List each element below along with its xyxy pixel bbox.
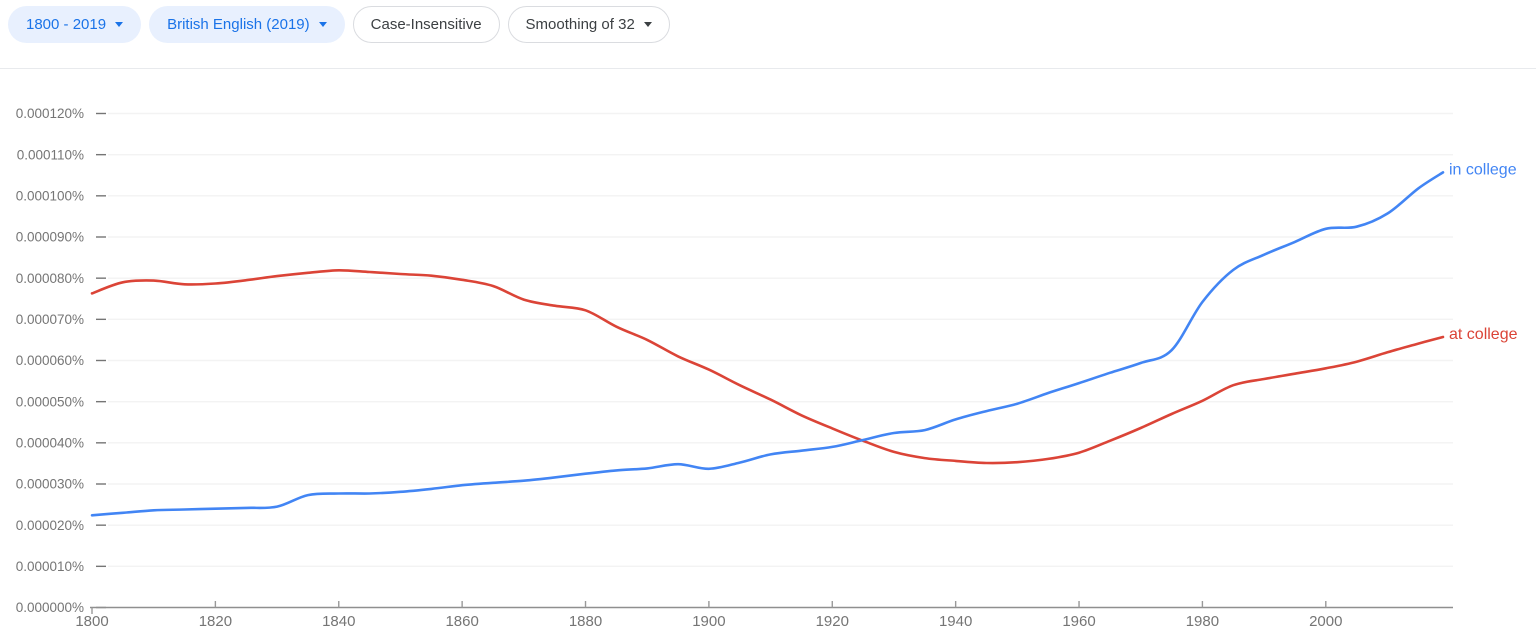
x-tick-label: 1940 <box>939 613 972 630</box>
year-range-chip[interactable]: 1800 - 2019 <box>8 6 142 43</box>
x-tick-label: 1960 <box>1062 613 1095 630</box>
y-tick-label: 0.000100% <box>16 189 84 204</box>
toolbar-divider <box>0 68 1536 69</box>
x-axis: 1800 1820 1840 1860 1880 1900 1920 1940 1960 1980… <box>75 601 1453 630</box>
y-tick-label: 0.000090% <box>16 230 84 245</box>
y-tick-label: 0.000010% <box>16 559 84 574</box>
filter-chip-bar: 1800 - 2019 British English (2019) Case-… <box>8 6 670 43</box>
y-tick-label: 0.000060% <box>16 353 84 368</box>
y-tick-label: 0.000120% <box>16 106 84 121</box>
y-tick-label: 0.000050% <box>16 394 84 409</box>
y-tick-label: 0.000000% <box>16 600 84 615</box>
case-sensitivity-chip[interactable]: Case-Insensitive <box>352 6 500 43</box>
y-tick-label: 0.000080% <box>16 271 84 286</box>
x-tick-label: 1840 <box>322 613 355 630</box>
y-tick-label: 0.000040% <box>16 436 84 451</box>
smoothing-label: Smoothing of 32 <box>525 16 635 33</box>
series-label-at-college[interactable]: at college <box>1449 326 1518 343</box>
smoothing-chip[interactable]: Smoothing of 32 <box>507 6 670 43</box>
y-axis: 0.000000% 0.000010% 0.000020% 0.000030% 0.00… <box>16 106 106 615</box>
x-tick-label: 2000 <box>1309 613 1342 630</box>
corpus-chip[interactable]: British English (2019) <box>149 6 345 43</box>
x-tick-label: 1880 <box>569 613 602 630</box>
y-tick-label: 0.000030% <box>16 477 84 492</box>
x-tick-label: 1860 <box>445 613 478 630</box>
year-range-label: 1800 - 2019 <box>26 16 107 33</box>
x-tick-label: 1820 <box>199 613 232 630</box>
x-tick-label: 1980 <box>1186 613 1219 630</box>
y-tick-label: 0.000110% <box>17 147 84 162</box>
series-line-in-college[interactable] <box>90 171 1445 517</box>
x-tick-label: 1900 <box>692 613 725 630</box>
case-sensitivity-label: Case-Insensitive <box>370 16 482 33</box>
series-end-labels: at college in college <box>1449 161 1518 343</box>
series-lines <box>90 171 1445 517</box>
y-tick-label: 0.000070% <box>16 312 84 327</box>
chevron-down-icon <box>115 22 124 27</box>
corpus-label: British English (2019) <box>167 16 310 33</box>
x-tick-label: 1800 <box>75 613 108 630</box>
chevron-down-icon <box>643 22 652 27</box>
gridlines <box>108 112 1453 568</box>
y-tick-label: 0.000020% <box>16 518 84 533</box>
x-tick-label: 1920 <box>816 613 849 630</box>
series-line-at-college[interactable] <box>90 268 1445 465</box>
chevron-down-icon <box>318 22 327 27</box>
series-label-in-college[interactable]: in college <box>1449 161 1517 178</box>
